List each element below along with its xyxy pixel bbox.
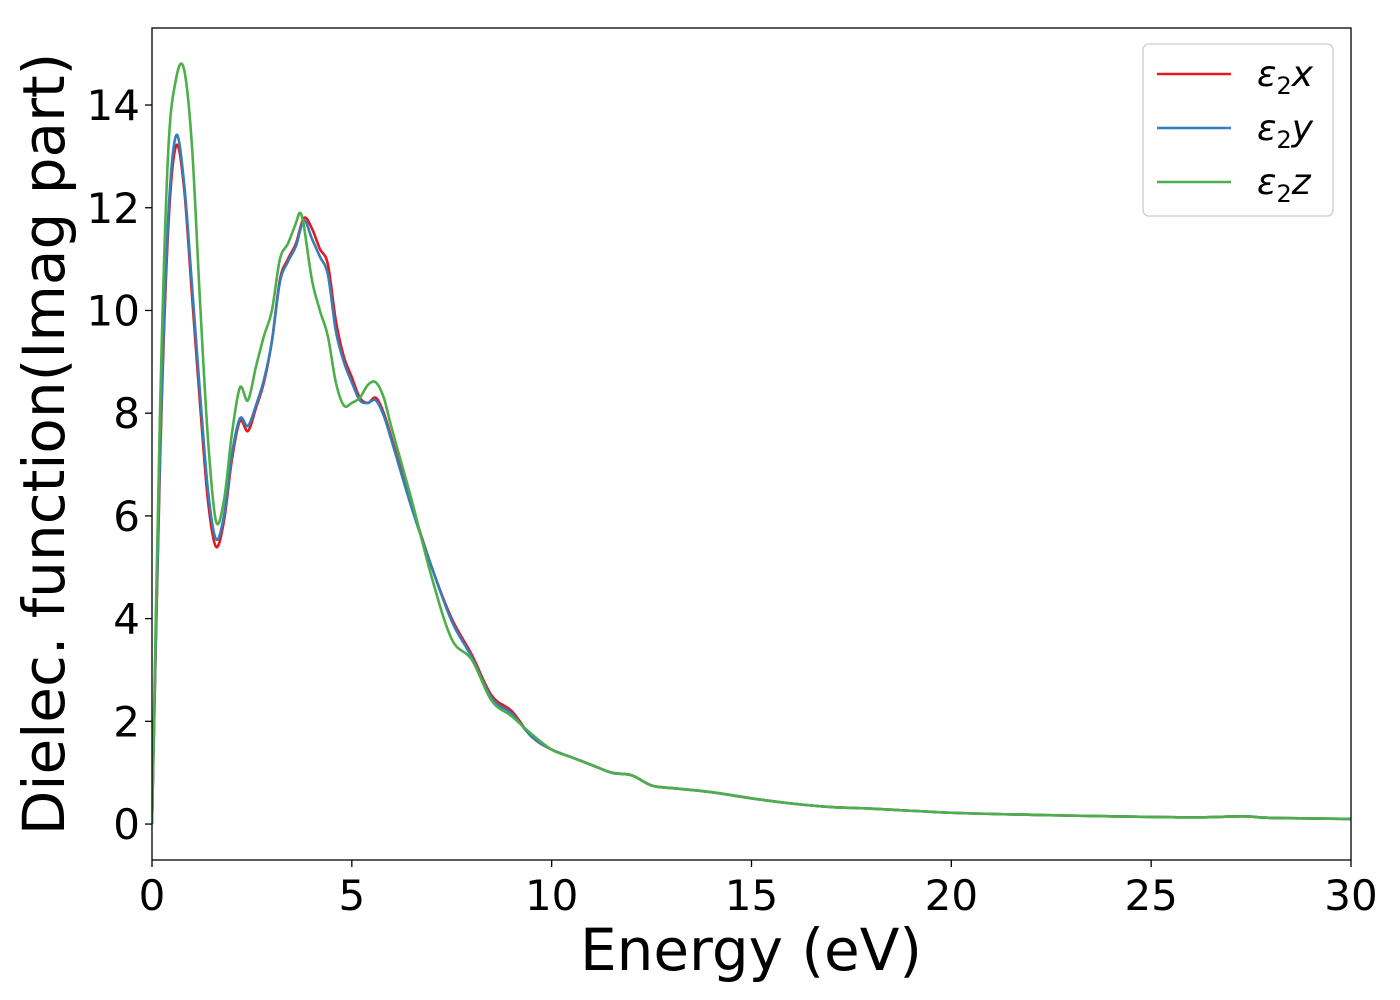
x-tick-label: 20 — [925, 871, 978, 920]
legend-subscript: 2 — [1276, 180, 1291, 208]
y-tick-label: 14 — [87, 81, 140, 130]
legend-label: ε2y — [1257, 108, 1314, 154]
x-tick-label: 10 — [525, 871, 578, 920]
y-tick-label: 6 — [113, 492, 140, 541]
legend-symbol: ε — [1257, 54, 1276, 95]
legend-symbol: ε — [1257, 162, 1276, 203]
y-tick-label: 12 — [87, 184, 140, 233]
series-line-2x — [152, 143, 1351, 825]
legend-subscript: 2 — [1276, 72, 1291, 100]
legend-variable: y — [1291, 108, 1314, 149]
y-tick-label: 4 — [113, 595, 140, 644]
legend-subscript: 2 — [1276, 126, 1291, 154]
legend-symbol: ε — [1257, 108, 1276, 149]
legend-box — [1142, 43, 1334, 217]
y-tick-label: 0 — [113, 800, 140, 849]
x-tick-label: 5 — [338, 871, 365, 920]
x-tick-label: 15 — [725, 871, 778, 920]
legend-label: ε2x — [1257, 54, 1314, 100]
series-line-2y — [152, 133, 1351, 825]
y-tick-label: 2 — [113, 697, 140, 746]
legend-variable: x — [1291, 54, 1314, 95]
x-axis-title: Energy (eV) — [580, 916, 922, 984]
x-tick-label: 30 — [1324, 871, 1377, 920]
y-axis-title: Dielec. function(Imag part) — [10, 53, 78, 836]
y-tick-label: 8 — [113, 389, 140, 438]
legend-label: ε2z — [1257, 162, 1312, 208]
x-tick-label: 0 — [139, 871, 166, 920]
legend-variable: z — [1291, 162, 1312, 203]
x-tick-label: 25 — [1124, 871, 1177, 920]
series-layer — [152, 62, 1351, 825]
y-tick-label: 10 — [87, 286, 140, 335]
x-axis: 0 5 10 15 20 25 30 — [139, 860, 1378, 920]
series-line-2z — [152, 62, 1351, 825]
y-axis: 0 2 4 6 8 10 12 14 — [87, 81, 152, 849]
